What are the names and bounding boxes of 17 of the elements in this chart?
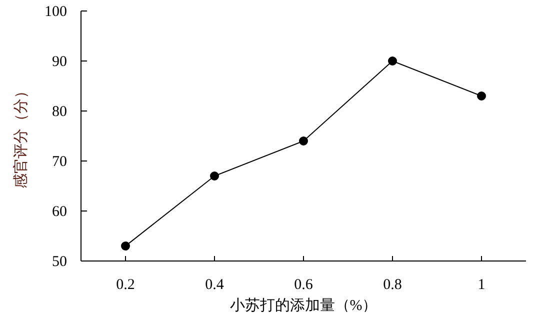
y-tick-label: 90 [52, 54, 67, 70]
point [299, 136, 308, 146]
x-tick-label: 1 [478, 277, 486, 293]
point [121, 242, 130, 250]
y-tick-label: 60 [52, 204, 67, 220]
y-tick-label: 80 [52, 104, 67, 120]
x-tick-label: 0.6 [294, 277, 314, 293]
y-tick-label: 70 [52, 154, 67, 170]
point [210, 172, 219, 180]
y-tick-label: 50 [52, 254, 67, 270]
x-tick-label: 0.8 [383, 277, 402, 293]
x-tick-label: 0.2 [116, 277, 135, 293]
point [388, 56, 397, 66]
x-tick-label: 0.4 [205, 277, 224, 293]
y-axis-title: 感官评分（分） [12, 84, 30, 188]
y-tick-label: 100 [44, 4, 67, 20]
point [477, 92, 486, 100]
